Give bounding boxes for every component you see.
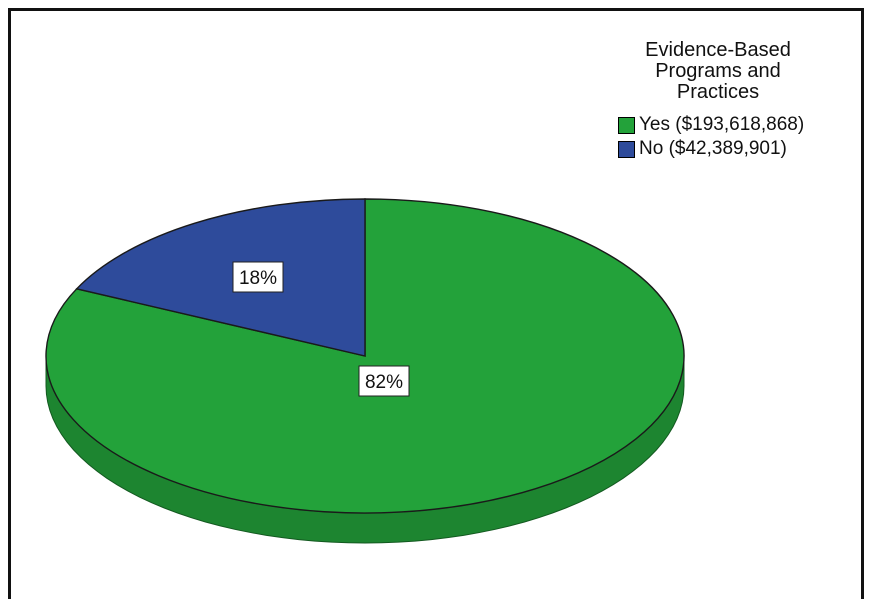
pie-labels: 18% 82% [232, 261, 410, 397]
data-label-yes: 82% [358, 365, 410, 397]
chart-border [8, 8, 864, 599]
legend-entry-yes: Yes ($193,618,868) [618, 113, 862, 137]
legend-title-line: Programs and [655, 60, 781, 82]
data-label-no: 18% [232, 261, 284, 293]
svg-text:18%: 18% [239, 268, 277, 289]
legend-entries: Yes ($193,618,868) No ($42,389,901) [600, 113, 862, 161]
pie-chart [45, 198, 685, 544]
legend: Evidence-Based Programs and Practices Ye… [600, 40, 862, 161]
legend-label-yes: Yes ($193,618,868) [639, 114, 805, 135]
legend-swatch-yes [618, 116, 635, 134]
pie-slice-no [75, 198, 366, 357]
legend-title-line: Evidence-Based [645, 39, 791, 61]
legend-entry-no: No ($42,389,901) [618, 137, 862, 161]
legend-label-no: No ($42,389,901) [639, 138, 787, 159]
legend-title-line: Practices [676, 81, 760, 103]
svg-text:82%: 82% [365, 372, 403, 393]
legend-title: Evidence-Based Programs and Practices [600, 40, 836, 103]
legend-swatch-no [618, 140, 635, 158]
